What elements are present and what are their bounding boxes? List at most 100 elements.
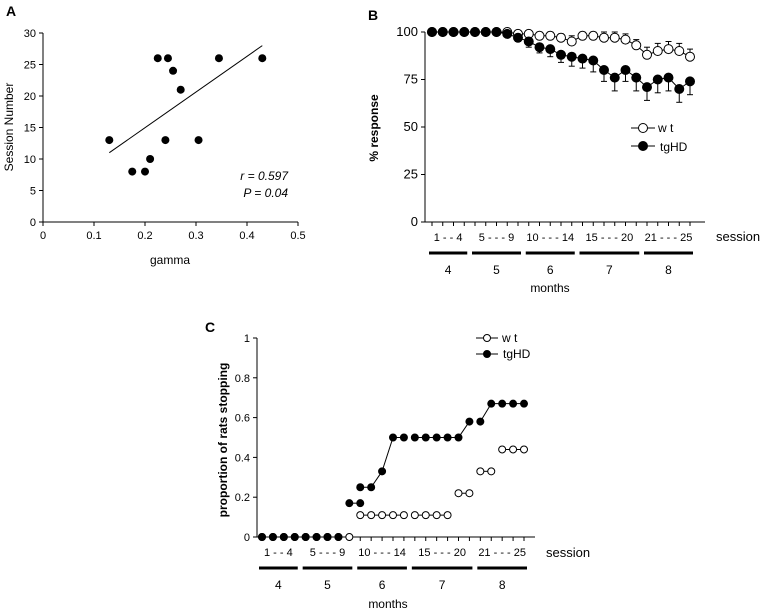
- scatter-point: [105, 136, 114, 145]
- panel-c-point-tghd: [399, 433, 408, 442]
- panel-c-point-tghd: [334, 533, 343, 541]
- panel-b-point-tghd: [448, 27, 459, 37]
- panel-c-point-wt: [345, 533, 354, 541]
- panel-b-axes: 0 25 50 75 100 1 - - 4 4 5 - - - 9 5 10 - - - 14 6…: [396, 24, 705, 277]
- panel-b-month-label: 5: [493, 263, 500, 277]
- panel-c-session-group-label: 21 - - - 25: [478, 547, 526, 559]
- scatter-point: [163, 54, 172, 63]
- panel-c-y-tick-label: 0.4: [235, 452, 250, 464]
- scatter-point: [169, 66, 178, 75]
- panel-c-point-tghd: [312, 533, 321, 541]
- panel-c-point-tghd: [498, 399, 507, 408]
- panel-b-label: B: [368, 7, 378, 23]
- panel-b-point-tghd: [513, 32, 523, 43]
- panel-a-axes: 0 0.1 0.2 0.3 0.4 0.5 0 5 10 15 20 25 30: [24, 28, 306, 242]
- panel-c-session-group-label: 10 - - - 14: [358, 547, 406, 559]
- panel-a-xlabel: gamma: [150, 253, 190, 267]
- panel-c-session-group-label: 15 - - - 20: [418, 547, 466, 559]
- panel-c-point-tghd: [520, 399, 528, 408]
- panel-c-point-tghd: [487, 399, 496, 408]
- panel-c-legend-marker-tghd: [483, 350, 491, 358]
- scatter-point: [141, 167, 149, 176]
- panel-b-point-wt: [588, 30, 599, 41]
- panel-b-point-wt: [534, 30, 545, 41]
- panel-c-session-label: session: [546, 545, 590, 560]
- panel-c-point-tghd: [356, 499, 365, 508]
- panel-b-point-tghd: [599, 65, 609, 75]
- fit-line: [109, 45, 263, 154]
- scatter-point: [258, 54, 267, 63]
- panel-b-legend-marker-tghd: [638, 141, 648, 151]
- panel-c-y-tick-label: 0: [244, 532, 250, 544]
- panel-c-point-tghd: [432, 433, 441, 442]
- panel-b-point-tghd: [427, 27, 437, 37]
- scatter-point: [161, 136, 170, 145]
- panel-c-label: C: [205, 319, 215, 335]
- panel-c: C 0 0.2 0.4 0.6 0.8 1 1 - - 4 4 5 - - - 9 5 10 - -…: [205, 319, 590, 611]
- panel-c-point-tghd: [389, 433, 397, 442]
- panel-c-point-tghd: [268, 533, 277, 541]
- panel-b-legend-tghd: tgHD: [660, 140, 688, 154]
- panel-c-point-tghd: [509, 399, 518, 408]
- panel-b-point-tghd: [502, 28, 513, 39]
- panel-c-y-tick-label: 1: [244, 333, 250, 345]
- panel-c-point-wt: [432, 511, 441, 520]
- panel-c-point-wt: [389, 511, 397, 520]
- panel-b-point-wt: [620, 34, 631, 45]
- panel-b-point-tghd: [534, 42, 545, 53]
- panel-c-point-wt: [487, 467, 496, 476]
- panel-c-month-label: 5: [324, 578, 331, 592]
- panel-c-point-wt: [367, 511, 376, 520]
- panel-c-point-tghd: [323, 533, 332, 541]
- panel-b-point-wt: [599, 32, 609, 43]
- panel-b-point-tghd: [685, 76, 695, 87]
- panel-b-point-tghd: [620, 65, 631, 75]
- panel-c-point-tghd: [367, 483, 376, 492]
- panel-b-point-wt: [631, 40, 642, 51]
- panel-c-ylabel: proportion of rats stopping: [216, 363, 230, 518]
- scatter-point: [153, 54, 162, 63]
- panel-a-marks: [105, 45, 267, 176]
- panel-c-point-tghd: [421, 433, 430, 442]
- panel-b-point-wt: [556, 32, 566, 43]
- panel-a-y-tick-label: 15: [24, 123, 36, 135]
- scatter-point: [146, 155, 155, 163]
- panel-c-point-wt: [520, 445, 528, 454]
- panel-a-label: A: [6, 3, 16, 19]
- panel-a-ylabel: Session Number: [2, 83, 16, 172]
- panel-b-point-wt: [545, 30, 556, 41]
- panel-b-point-wt: [566, 36, 577, 47]
- panel-b-session-label: session: [716, 229, 760, 244]
- panel-b-session-group-label: 10 - - - 14: [526, 232, 574, 244]
- panel-c-point-wt: [465, 489, 474, 498]
- panel-b-y-tick-label: 25: [404, 167, 418, 182]
- panel-c-y-tick-label: 0.8: [235, 373, 250, 385]
- panel-c-point-tghd: [279, 533, 288, 541]
- panel-c-y-tick-label: 0.6: [235, 413, 250, 425]
- panel-a-y-tick-label: 0: [30, 217, 36, 229]
- panel-c-point-wt: [356, 511, 365, 520]
- panel-b-point-tghd: [459, 27, 470, 37]
- panel-b-y-tick-label: 100: [396, 24, 418, 39]
- panel-c-point-wt: [421, 511, 430, 520]
- panel-b-month-label: 6: [547, 263, 554, 277]
- panel-a-y-tick-label: 30: [24, 28, 36, 40]
- panel-b-legend-wt: w t: [657, 121, 674, 135]
- panel-b-point-tghd: [652, 74, 663, 85]
- panel-b: B 0 25 50 75 100 1 - - 4 4 5 - - - 9 5 10 - - - 1…: [367, 7, 760, 295]
- panel-c-session-group-label: 5 - - - 9: [310, 547, 345, 559]
- panel-a-y-tick-label: 5: [30, 186, 36, 198]
- panel-c-point-tghd: [443, 433, 452, 442]
- panel-a-x-tick-label: 0.5: [290, 230, 305, 242]
- panel-b-point-tghd: [545, 44, 556, 55]
- panel-b-point-tghd: [588, 55, 599, 66]
- panel-b-point-tghd: [663, 72, 674, 83]
- panel-c-point-tghd: [290, 533, 299, 541]
- panel-a-y-tick-label: 20: [24, 91, 36, 103]
- panel-c-point-tghd: [258, 533, 266, 541]
- panel-c-point-tghd: [345, 499, 354, 508]
- panel-b-point-wt: [663, 44, 674, 55]
- panel-c-month-label: 7: [439, 578, 446, 592]
- panel-b-session-group-label: 1 - - 4: [434, 232, 463, 244]
- panel-c-point-tghd: [465, 417, 474, 426]
